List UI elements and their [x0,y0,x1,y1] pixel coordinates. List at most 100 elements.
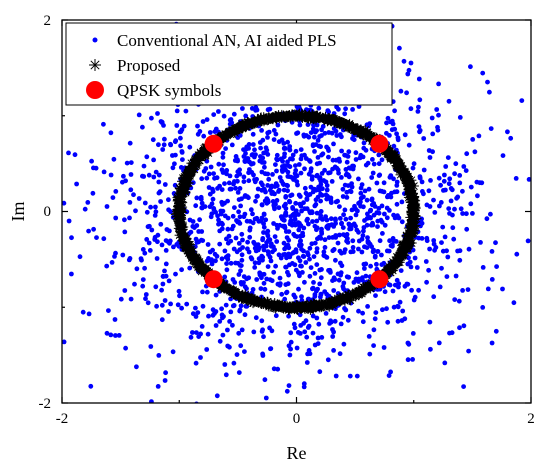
blue-dot [282,151,287,157]
y-tick-label-neg2: -2 [39,396,52,412]
blue-dot [236,209,242,215]
blue-dot [379,188,385,194]
blue-dot [434,107,440,112]
blue-dot [224,171,229,177]
blue-dot [163,261,169,267]
blue-dot [386,373,392,378]
blue-dot [131,192,136,198]
blue-dot [369,407,374,412]
blue-dot [231,181,236,187]
asterisk-point [340,292,351,302]
blue-dot [265,135,270,140]
blue-dot [128,172,134,177]
blue-dot [143,292,149,297]
blue-dot [374,0,379,4]
blue-dot [320,151,326,157]
blue-dot [149,115,154,121]
blue-dot [359,249,365,255]
blue-dot [412,255,418,261]
blue-dot [488,126,494,131]
blue-dot [369,196,375,202]
blue-dot [310,330,316,336]
blue-dot [174,108,180,114]
blue-dot [281,182,286,188]
blue-dot [287,147,293,152]
blue-dot [262,377,268,383]
blue-dot [408,60,414,66]
blue-dot [291,221,297,226]
blue-dot [489,249,495,254]
blue-dot [275,366,281,372]
blue-dot [325,223,331,229]
blue-dot [442,234,448,240]
blue-dot [409,287,414,293]
blue-dot [450,212,455,218]
blue-dot [277,275,283,281]
blue-dot [282,225,288,231]
blue-dot [265,152,271,157]
blue-dot [342,111,348,117]
blue-dot [427,319,433,325]
blue-dot [364,222,370,228]
blue-dot [151,174,157,180]
blue-dot [278,156,284,162]
blue-dot [253,198,258,204]
blue-dot [66,218,72,224]
blue-dot [373,310,379,315]
blue-dot [461,164,467,169]
blue-dot [206,185,212,190]
blue-dot [69,271,74,277]
blue-dot [319,133,324,138]
blue-dot [533,184,538,189]
blue-dot [390,407,395,412]
blue-dot [140,124,145,130]
blue-dot [536,141,541,146]
blue-dot [195,310,201,315]
blue-dot [283,264,288,270]
blue-dot [104,204,110,209]
blue-dot [298,156,304,162]
blue-dot [328,319,334,325]
blue-dot [457,325,462,331]
blue-dot [238,343,244,349]
blue-dot [268,346,274,351]
blue-dot [464,151,470,157]
blue-dot [387,282,393,288]
blue-dot [354,373,360,379]
blue-dot [461,384,466,389]
blue-dot [388,119,393,125]
blue-dot [330,248,336,254]
blue-dot [315,341,321,346]
qpsk-symbol [370,270,389,289]
blue-dot [313,202,319,207]
blue-dot [239,252,245,258]
blue-dot [374,180,380,186]
blue-dot [354,227,360,233]
blue-dot [353,212,359,218]
blue-dot [312,186,317,192]
blue-dot [421,136,427,141]
blue-dot [448,198,454,204]
blue-dot [224,168,230,173]
blue-dot [310,313,316,319]
blue-dot [356,246,361,252]
axis-ticks [61,19,532,404]
blue-dot [297,194,303,199]
blue-dot [470,137,476,142]
blue-dot [314,246,320,252]
asterisk-point [246,117,257,128]
blue-dot [286,251,291,257]
blue-dot [356,200,361,206]
blue-dot [382,222,388,228]
blue-dot [238,13,243,18]
blue-dot [382,289,388,295]
blue-dot [222,213,228,219]
blue-dot [405,261,411,267]
blue-dot [314,173,320,179]
blue-dot [136,196,142,201]
blue-dot [142,265,148,271]
blue-dot [332,318,338,324]
blue-dot [205,242,211,247]
blue-dot [227,344,232,350]
asterisk-point [303,110,314,121]
